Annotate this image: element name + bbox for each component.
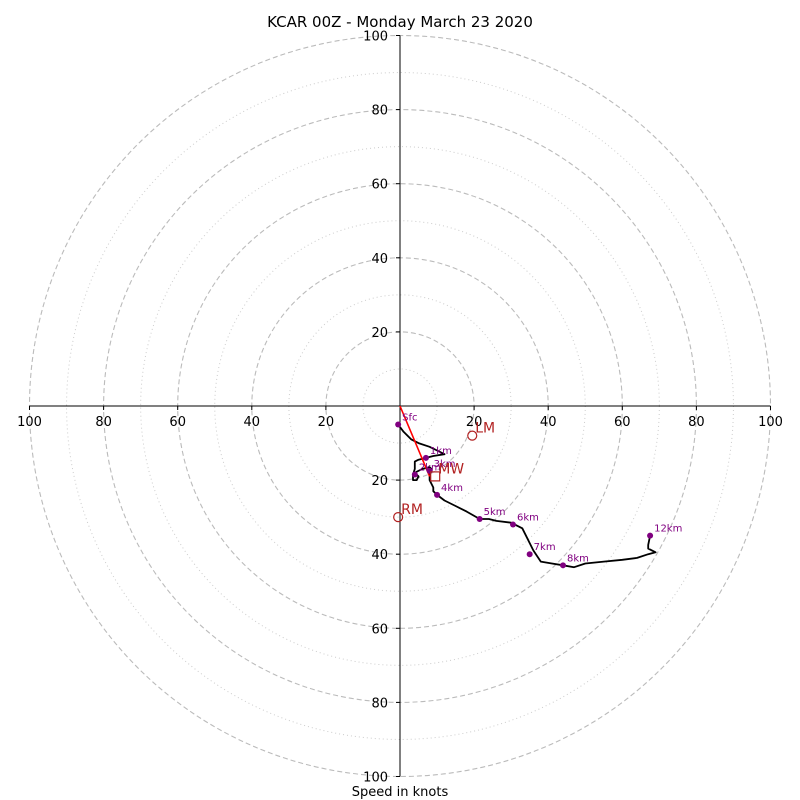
storm-motion-marker xyxy=(467,430,478,441)
x-tick-label: 80 xyxy=(95,415,112,430)
height-marker xyxy=(426,467,433,474)
height-marker xyxy=(560,562,567,569)
height-marker xyxy=(411,471,418,478)
y-tick-label: 20 xyxy=(371,326,388,341)
height-marker xyxy=(476,516,483,523)
x-tick-label: 100 xyxy=(17,415,42,430)
height-marker-label: 3km xyxy=(434,459,456,470)
y-tick-label: 100 xyxy=(363,30,388,45)
height-marker-label: Sfc xyxy=(402,413,417,424)
y-tick-labels: 100 80 60 40 20 20 40 60 80 100 xyxy=(363,30,400,786)
y-tick-label: 60 xyxy=(371,178,388,193)
storm-motions: LM MW RM xyxy=(393,421,495,523)
x-axis-label: Speed in knots xyxy=(352,785,449,800)
shear-vector-line xyxy=(399,405,431,477)
height-marker xyxy=(647,532,654,539)
x-tick-label: 100 xyxy=(758,415,783,430)
chart-title: KCAR 00Z - Monday March 23 2020 xyxy=(267,13,533,31)
x-tick-label: 80 xyxy=(688,415,705,430)
y-tick-label: 80 xyxy=(371,104,388,119)
height-marker-label: 1km xyxy=(430,446,452,457)
storm-motion-marker xyxy=(430,471,441,482)
x-tick-label: 60 xyxy=(614,415,631,430)
x-tick-label: 20 xyxy=(466,415,483,430)
height-marker-label: 4km xyxy=(441,483,463,494)
height-marker-label: 12km xyxy=(654,524,682,535)
height-marker-label: 5km xyxy=(484,507,506,518)
height-markers: Sfc1km2km3km4km5km6km7km8km12km xyxy=(395,413,682,569)
storm-motion-label: MW xyxy=(438,461,464,477)
x-tick-labels: 100 80 60 40 20 20 40 60 80 100 xyxy=(17,406,783,430)
height-marker xyxy=(434,491,441,498)
height-marker xyxy=(422,454,429,461)
storm-motion-marker xyxy=(393,512,404,523)
y-tick-label: 20 xyxy=(371,474,388,489)
height-marker xyxy=(510,521,517,528)
y-tick-label: 80 xyxy=(371,696,388,711)
x-tick-label: 20 xyxy=(318,415,335,430)
height-marker xyxy=(395,421,402,428)
x-tick-label: 40 xyxy=(244,415,261,430)
x-tick-label: 60 xyxy=(169,415,186,430)
y-tick-label: 40 xyxy=(371,548,388,563)
y-tick-label: 100 xyxy=(363,771,388,786)
height-marker-label: 6km xyxy=(517,513,539,524)
height-marker-label: 7km xyxy=(534,542,556,553)
height-marker-label: 8km xyxy=(567,553,589,564)
storm-motion-label: LM xyxy=(475,421,495,437)
shear-vector xyxy=(399,405,431,477)
height-marker xyxy=(526,551,533,558)
storm-motion-label: RM xyxy=(401,502,423,518)
y-tick-label: 40 xyxy=(371,252,388,267)
x-tick-label: 40 xyxy=(540,415,557,430)
y-tick-label: 60 xyxy=(371,622,388,637)
